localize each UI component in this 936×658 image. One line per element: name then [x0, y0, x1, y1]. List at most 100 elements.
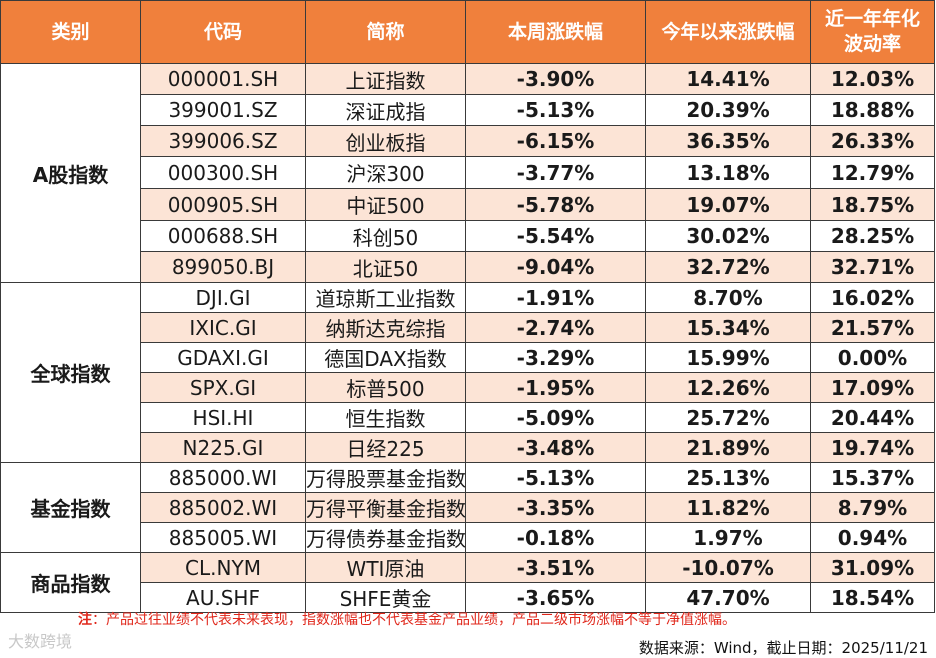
- code-cell: 885002.WI: [140, 492, 306, 523]
- code-cell: 000688.SH: [140, 220, 306, 252]
- weekly-change-cell: -3.29%: [465, 342, 646, 373]
- code-cell: 885005.WI: [140, 522, 306, 553]
- table-row: SPX.GI 标普500 -1.95% 12.26% 17.09%: [1, 372, 935, 403]
- category-cell: 全球指数: [0, 282, 141, 463]
- weekly-change-cell: -3.77%: [465, 156, 646, 189]
- weekly-change-cell: -1.95%: [465, 372, 646, 403]
- table-row: HSI.HI 恒生指数 -5.09% 25.72% 20.44%: [1, 402, 935, 433]
- table-row: IXIC.GI 纳斯达克综指 -2.74% 15.34% 21.57%: [1, 312, 935, 343]
- volatility-cell: 15.37%: [810, 462, 935, 493]
- volatility-cell: 12.03%: [810, 63, 935, 95]
- name-cell: SHFE黄金: [305, 582, 466, 613]
- table-row: A股指数 000001.SH 上证指数 -3.90% 14.41% 12.03%: [0, 63, 935, 283]
- name-cell: 沪深300: [305, 156, 466, 189]
- ytd-change-cell: 12.26%: [645, 372, 811, 403]
- name-cell: 中证500: [305, 188, 466, 221]
- code-cell: GDAXI.GI: [140, 342, 306, 373]
- volatility-cell: 18.75%: [810, 188, 935, 221]
- volatility-cell: 31.09%: [810, 552, 935, 583]
- table-row: 全球指数 DJI.GI 道琼斯工业指数 -1.91% 8.70% 16.02%: [0, 282, 935, 463]
- ytd-change-cell: 25.13%: [645, 462, 811, 493]
- code-cell: AU.SHF: [140, 582, 306, 613]
- name-cell: 上证指数: [305, 63, 466, 95]
- name-cell: 日经225: [305, 432, 466, 463]
- weekly-change-cell: -3.48%: [465, 432, 646, 463]
- weekly-change-cell: -0.18%: [465, 522, 646, 553]
- code-cell: 000300.SH: [140, 156, 306, 189]
- table-body: A股指数 000001.SH 上证指数 -3.90% 14.41% 12.03% 39900…: [0, 63, 935, 613]
- ytd-change-cell: 32.72%: [645, 251, 811, 283]
- table-row: N225.GI 日经225 -3.48% 21.89% 19.74%: [1, 432, 935, 463]
- note-text: ：产品过往业绩不代表未来表现，指数涨幅也不代表基金产品业绩，产品二级市场涨幅不等…: [92, 612, 736, 628]
- header-code: 代码: [140, 0, 306, 64]
- code-cell: 000001.SH: [140, 63, 306, 95]
- header-row: 类别 代码 简称 本周涨跌幅 今年以来涨跌幅 近一年年化 波动率: [0, 0, 935, 64]
- disclaimer-note: 注：产品过往业绩不代表未来表现，指数涨幅也不代表基金产品业绩，产品二级市场涨幅不…: [78, 609, 736, 629]
- weekly-change-cell: -5.09%: [465, 402, 646, 433]
- name-cell: 北证50: [305, 251, 466, 283]
- name-cell: 万得平衡基金指数: [305, 492, 466, 523]
- header-ytd-change: 今年以来涨跌幅: [645, 0, 811, 64]
- name-cell: 科创50: [305, 220, 466, 252]
- ytd-change-cell: 20.39%: [645, 94, 811, 126]
- volatility-cell: 8.79%: [810, 492, 935, 523]
- ytd-change-cell: 15.99%: [645, 342, 811, 373]
- name-cell: 深证成指: [305, 94, 466, 126]
- ytd-change-cell: 13.18%: [645, 156, 811, 189]
- note-label: 注: [78, 612, 92, 628]
- weekly-change-cell: -3.51%: [465, 552, 646, 583]
- name-cell: 万得债券基金指数: [305, 522, 466, 553]
- weekly-change-cell: -5.54%: [465, 220, 646, 252]
- table-row: AU.SHF SHFE黄金 -3.65% 47.70% 18.54%: [1, 582, 935, 613]
- weekly-change-cell: -5.13%: [465, 94, 646, 126]
- weekly-change-cell: -9.04%: [465, 251, 646, 283]
- ytd-change-cell: 19.07%: [645, 188, 811, 221]
- weekly-change-cell: -5.13%: [465, 462, 646, 493]
- code-cell: 399006.SZ: [140, 125, 306, 157]
- watermark: 大数跨境: [8, 632, 73, 651]
- name-cell: 创业板指: [305, 125, 466, 157]
- volatility-cell: 21.57%: [810, 312, 935, 343]
- code-cell: HSI.HI: [140, 402, 306, 433]
- ytd-change-cell: 11.82%: [645, 492, 811, 523]
- category-cell: 商品指数: [0, 552, 141, 613]
- code-cell: IXIC.GI: [140, 312, 306, 343]
- category-cell: A股指数: [0, 63, 141, 283]
- code-cell: 399001.SZ: [140, 94, 306, 126]
- volatility-cell: 20.44%: [810, 402, 935, 433]
- volatility-cell: 17.09%: [810, 372, 935, 403]
- ytd-change-cell: 15.34%: [645, 312, 811, 343]
- table-row: 000300.SH 沪深300 -3.77% 13.18% 12.79%: [1, 156, 935, 189]
- table-row: 885002.WI 万得平衡基金指数 -3.35% 11.82% 8.79%: [1, 492, 935, 523]
- table-row: 000905.SH 中证500 -5.78% 19.07% 18.75%: [1, 188, 935, 221]
- table-row: 899050.BJ 北证50 -9.04% 32.72% 32.71%: [1, 251, 935, 283]
- ytd-change-cell: 8.70%: [645, 282, 811, 313]
- header-category: 类别: [0, 0, 141, 64]
- volatility-cell: 26.33%: [810, 125, 935, 157]
- ytd-change-cell: 14.41%: [645, 63, 811, 95]
- name-cell: 万得股票基金指数: [305, 462, 466, 493]
- header-annualized-volatility: 近一年年化 波动率: [810, 0, 935, 64]
- table-row: 885005.WI 万得债券基金指数 -0.18% 1.97% 0.94%: [1, 522, 935, 553]
- name-cell: 德国DAX指数: [305, 342, 466, 373]
- weekly-change-cell: -3.65%: [465, 582, 646, 613]
- ytd-change-cell: 21.89%: [645, 432, 811, 463]
- category-cell: 基金指数: [0, 462, 141, 553]
- index-performance-table: 类别 代码 简称 本周涨跌幅 今年以来涨跌幅 近一年年化 波动率 A股指数 000…: [0, 0, 935, 613]
- weekly-change-cell: -2.74%: [465, 312, 646, 343]
- table-row: 399001.SZ 深证成指 -5.13% 20.39% 18.88%: [1, 94, 935, 126]
- weekly-change-cell: -6.15%: [465, 125, 646, 157]
- table-row: GDAXI.GI 德国DAX指数 -3.29% 15.99% 0.00%: [1, 342, 935, 373]
- header-weekly-change: 本周涨跌幅: [465, 0, 646, 64]
- volatility-cell: 28.25%: [810, 220, 935, 252]
- table-row: 商品指数 CL.NYM WTI原油 -3.51% -10.07% 31.09%: [0, 552, 935, 613]
- table-row: 基金指数 885000.WI 万得股票基金指数 -5.13% 25.13% 15.37%: [0, 462, 935, 553]
- data-source: 数据来源：Wind，截止日期：2025/11/21: [638, 639, 928, 657]
- ytd-change-cell: 25.72%: [645, 402, 811, 433]
- code-cell: 885000.WI: [140, 462, 306, 493]
- code-cell: CL.NYM: [140, 552, 306, 583]
- ytd-change-cell: 47.70%: [645, 582, 811, 613]
- volatility-cell: 18.54%: [810, 582, 935, 613]
- name-cell: 纳斯达克综指: [305, 312, 466, 343]
- volatility-cell: 12.79%: [810, 156, 935, 189]
